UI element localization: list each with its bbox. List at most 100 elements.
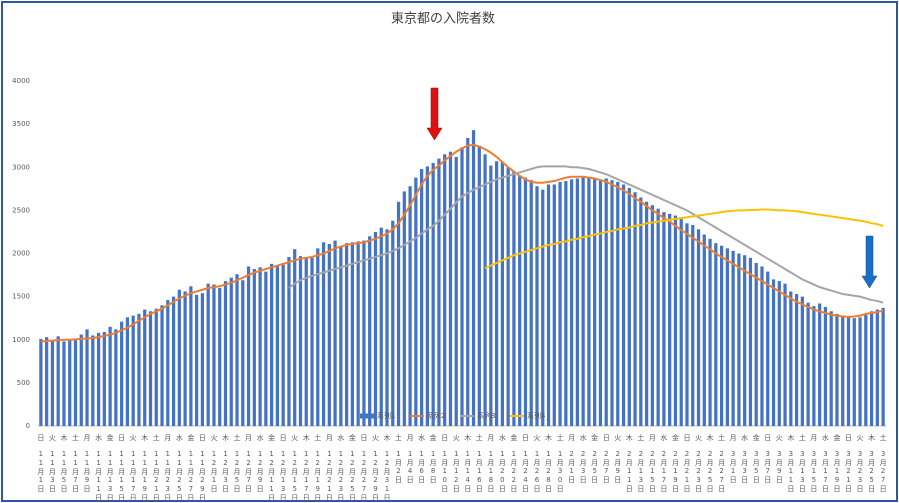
bar bbox=[552, 184, 556, 426]
weekday-label: 火 bbox=[453, 434, 460, 442]
x-tick-label: 11月29日 bbox=[198, 450, 207, 502]
x-tick-label: 3月25日 bbox=[867, 450, 876, 493]
weekday-label: 日 bbox=[37, 434, 44, 442]
bar bbox=[131, 315, 135, 426]
x-tick-label: 2月11日 bbox=[625, 450, 634, 493]
x-tick-label: 3月23日 bbox=[856, 450, 865, 493]
bar bbox=[39, 338, 43, 426]
weekday-label: 火 bbox=[533, 434, 540, 442]
weekday-label: 日 bbox=[683, 434, 690, 442]
x-tick-label: 2月27日 bbox=[717, 450, 726, 493]
x-tick-label: 12月11日 bbox=[267, 450, 276, 502]
x-tick-label: 11月1日 bbox=[36, 450, 45, 493]
weekday-label: 金 bbox=[672, 433, 679, 442]
bar bbox=[546, 184, 551, 426]
bar bbox=[616, 181, 620, 426]
bar bbox=[708, 238, 712, 426]
x-tick-label: 12月7日 bbox=[244, 450, 253, 493]
x-tick-label: 2月9日 bbox=[613, 450, 622, 484]
weekday-label: 土 bbox=[395, 433, 402, 442]
bar bbox=[195, 294, 199, 426]
bar bbox=[137, 313, 141, 426]
x-tick-label: 11月19日 bbox=[140, 450, 149, 502]
bar bbox=[171, 296, 176, 426]
bar bbox=[754, 262, 758, 426]
bar bbox=[719, 245, 724, 426]
bar bbox=[91, 335, 95, 426]
weekday-label: 水 bbox=[499, 433, 506, 442]
x-tick-label: 3月7日 bbox=[763, 450, 772, 484]
bar bbox=[518, 175, 522, 426]
bar bbox=[275, 265, 280, 426]
weekday-label: 月 bbox=[84, 434, 91, 442]
bar bbox=[489, 165, 493, 426]
bar bbox=[304, 256, 308, 426]
x-tick-label: 11月3日 bbox=[48, 450, 57, 493]
x-tick-label: 11月17日 bbox=[129, 450, 138, 502]
bar bbox=[823, 306, 828, 426]
legend-label: 系列1 bbox=[377, 411, 395, 420]
bar bbox=[120, 321, 124, 426]
weekday-label: 日 bbox=[845, 434, 852, 442]
bar bbox=[96, 332, 101, 426]
bar bbox=[818, 303, 822, 426]
x-tick-label: 12月5日 bbox=[233, 450, 242, 493]
bar bbox=[166, 300, 170, 426]
weekday-label: 日 bbox=[603, 434, 610, 442]
bar bbox=[794, 294, 799, 426]
weekday-label: 土 bbox=[314, 433, 321, 442]
bar bbox=[748, 257, 753, 426]
bar bbox=[627, 187, 631, 426]
bar bbox=[414, 177, 418, 426]
x-tick-label: 2月3日 bbox=[579, 450, 588, 484]
x-tick-label: 1月10日 bbox=[440, 450, 449, 493]
x-tick-label: 12月17日 bbox=[302, 450, 311, 502]
bar bbox=[506, 167, 510, 426]
weekday-label: 土 bbox=[234, 433, 241, 442]
weekday-label: 月 bbox=[245, 434, 252, 442]
x-tick-label: 3月17日 bbox=[821, 450, 830, 493]
weekday-label: 金 bbox=[430, 433, 437, 442]
bar bbox=[673, 215, 678, 426]
x-tick-label: 1月4日 bbox=[406, 450, 415, 484]
bar bbox=[725, 248, 729, 426]
x-tick-label: 11月13日 bbox=[106, 450, 115, 502]
bar bbox=[264, 271, 268, 426]
bar bbox=[812, 306, 816, 426]
y-tick-label: 3500 bbox=[12, 120, 30, 128]
bar bbox=[108, 326, 112, 426]
x-tick-label: 11月23日 bbox=[163, 450, 172, 502]
x-tick-label: 2月7日 bbox=[602, 450, 611, 484]
bar bbox=[777, 281, 781, 426]
weekday-label: 火 bbox=[130, 434, 137, 442]
bar bbox=[241, 280, 245, 426]
weekday-label: 木 bbox=[626, 433, 633, 442]
weekday-label: 木 bbox=[303, 433, 310, 442]
bar bbox=[350, 242, 355, 426]
bar bbox=[310, 257, 314, 426]
bar bbox=[431, 162, 435, 426]
bar bbox=[529, 180, 533, 426]
x-tick-label: 12月21日 bbox=[325, 450, 334, 502]
bar bbox=[766, 271, 770, 426]
bar bbox=[541, 189, 545, 426]
bar bbox=[420, 168, 424, 426]
bar bbox=[575, 178, 579, 426]
y-tick-label: 500 bbox=[17, 379, 30, 387]
bar bbox=[235, 274, 239, 426]
weekday-label: 水 bbox=[418, 433, 425, 442]
weekday-label: 火 bbox=[210, 434, 217, 442]
weekday-label: 土 bbox=[637, 433, 644, 442]
weekday-label: 月 bbox=[326, 434, 333, 442]
x-tick-label: 11月27日 bbox=[186, 450, 195, 502]
weekday-label: 土 bbox=[72, 433, 79, 442]
bar bbox=[327, 244, 331, 426]
x-tick-label: 3月27日 bbox=[879, 450, 888, 493]
bar bbox=[73, 338, 78, 426]
weekday-label: 月 bbox=[810, 434, 817, 442]
weekday-label: 木 bbox=[464, 433, 471, 442]
weekday-label: 土 bbox=[880, 433, 887, 442]
weekday-label: 日 bbox=[199, 434, 206, 442]
x-tick-label: 12月29日 bbox=[371, 450, 380, 502]
bar bbox=[512, 171, 516, 426]
